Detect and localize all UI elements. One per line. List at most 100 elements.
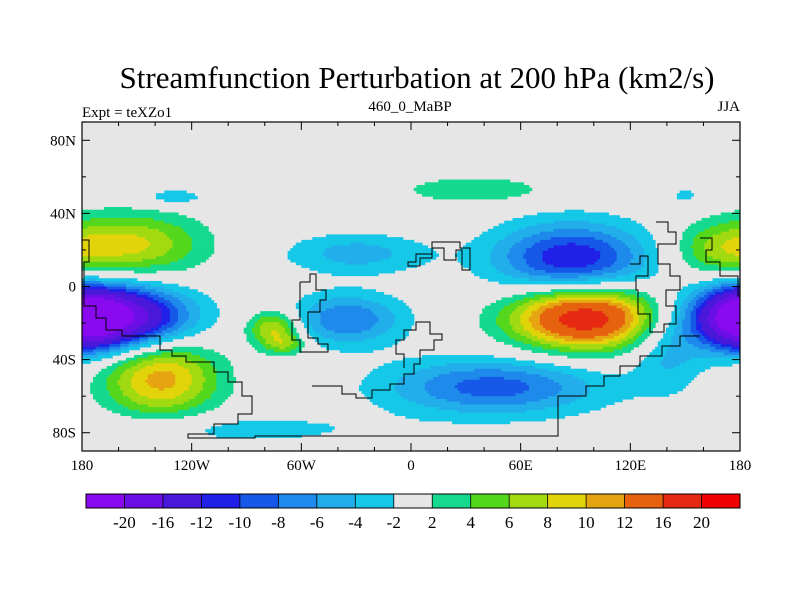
contour-cell bbox=[515, 185, 519, 189]
contour-cell bbox=[95, 242, 100, 246]
contour-cell bbox=[166, 228, 171, 233]
contour-cell bbox=[638, 275, 642, 279]
contour-cell bbox=[328, 239, 333, 244]
contour-cell bbox=[737, 253, 740, 257]
contour-cell bbox=[619, 267, 623, 271]
contour-cell bbox=[358, 286, 363, 290]
contour-cell bbox=[622, 245, 626, 249]
contour-cell bbox=[553, 270, 557, 274]
contour-cell bbox=[114, 242, 119, 246]
contour-cell bbox=[114, 261, 119, 266]
contour-cell bbox=[520, 256, 525, 260]
contour-cell bbox=[548, 245, 552, 249]
contour-cell bbox=[383, 259, 387, 263]
contour-cell bbox=[117, 248, 121, 252]
contour-cell bbox=[682, 291, 686, 296]
contour-cell bbox=[528, 275, 533, 279]
contour-cell bbox=[334, 264, 338, 268]
contour-cell bbox=[734, 297, 738, 301]
contour-cell bbox=[559, 272, 563, 277]
contour-cell bbox=[578, 242, 582, 246]
contour-cell bbox=[720, 250, 725, 255]
contour-cell bbox=[534, 217, 538, 222]
contour-cell bbox=[520, 185, 525, 189]
contour-cell bbox=[580, 281, 585, 285]
contour-cell bbox=[123, 267, 127, 271]
contour-cell bbox=[145, 294, 149, 299]
contour-cell bbox=[575, 250, 579, 255]
contour-cell bbox=[624, 294, 629, 299]
contour-cell bbox=[191, 196, 196, 200]
contour-cell bbox=[564, 209, 568, 214]
contour-cell bbox=[690, 286, 694, 290]
contour-cell bbox=[166, 220, 171, 225]
contour-cell bbox=[205, 294, 209, 299]
contour-cell bbox=[471, 190, 475, 194]
contour-cell bbox=[128, 226, 132, 230]
contour-cell bbox=[131, 261, 135, 266]
contour-cell bbox=[177, 289, 182, 293]
contour-cell bbox=[591, 239, 596, 244]
contour-cell bbox=[188, 302, 193, 307]
contour-cell bbox=[293, 256, 297, 260]
contour-cell bbox=[386, 242, 390, 246]
contour-cell bbox=[183, 237, 187, 241]
contour-cell bbox=[175, 250, 179, 255]
contour-cell bbox=[676, 196, 681, 200]
contour-cell bbox=[580, 278, 585, 282]
contour-cell bbox=[548, 264, 552, 268]
contour-cell bbox=[531, 261, 535, 266]
contour-cell bbox=[315, 239, 319, 244]
contour-cell bbox=[457, 256, 461, 260]
contour-cell bbox=[380, 302, 385, 307]
contour-cell bbox=[331, 242, 335, 246]
contour-cell bbox=[172, 228, 176, 233]
contour-cell bbox=[638, 250, 642, 255]
contour-cell bbox=[534, 226, 538, 230]
contour-cell bbox=[386, 300, 390, 304]
contour-cell bbox=[504, 223, 508, 227]
contour-cell bbox=[622, 275, 626, 279]
contour-cell bbox=[641, 294, 645, 299]
contour-cell bbox=[556, 278, 560, 282]
contour-cell bbox=[120, 209, 124, 214]
contour-cell bbox=[495, 228, 500, 233]
contour-cell bbox=[191, 217, 196, 222]
contour-cell bbox=[737, 289, 740, 293]
contour-cell bbox=[177, 223, 182, 227]
contour-cell bbox=[117, 228, 121, 233]
contour-cell bbox=[682, 302, 686, 307]
contour-cell bbox=[624, 220, 629, 225]
contour-cell bbox=[334, 267, 338, 271]
contour-cell bbox=[619, 294, 623, 299]
contour-cell bbox=[128, 220, 132, 225]
contour-cell bbox=[613, 272, 618, 277]
contour-cell bbox=[336, 239, 341, 244]
contour-cell bbox=[509, 248, 514, 252]
contour-cell bbox=[633, 300, 637, 304]
contour-cell bbox=[531, 259, 535, 263]
contour-cell bbox=[372, 289, 376, 293]
contour-cell bbox=[465, 253, 470, 257]
contour-cell bbox=[701, 231, 705, 236]
contour-cell bbox=[106, 248, 111, 252]
contour-cell bbox=[372, 245, 376, 249]
contour-cell bbox=[602, 234, 607, 238]
contour-cell bbox=[164, 297, 168, 301]
contour-cell bbox=[608, 250, 612, 255]
contour-cell bbox=[394, 237, 398, 241]
contour-cell bbox=[531, 226, 535, 230]
contour-cell bbox=[125, 237, 130, 241]
contour-cell bbox=[474, 248, 478, 252]
contour-cell bbox=[520, 187, 525, 192]
contour-cell bbox=[534, 281, 538, 285]
contour-cell bbox=[139, 297, 143, 301]
contour-cell bbox=[712, 220, 716, 225]
contour-cell bbox=[317, 270, 322, 274]
contour-cell bbox=[457, 253, 461, 257]
contour-cell bbox=[158, 256, 163, 260]
contour-cell bbox=[169, 297, 174, 301]
contour-cell bbox=[427, 259, 431, 263]
contour-cell bbox=[583, 281, 588, 285]
contour-cell bbox=[709, 261, 714, 266]
